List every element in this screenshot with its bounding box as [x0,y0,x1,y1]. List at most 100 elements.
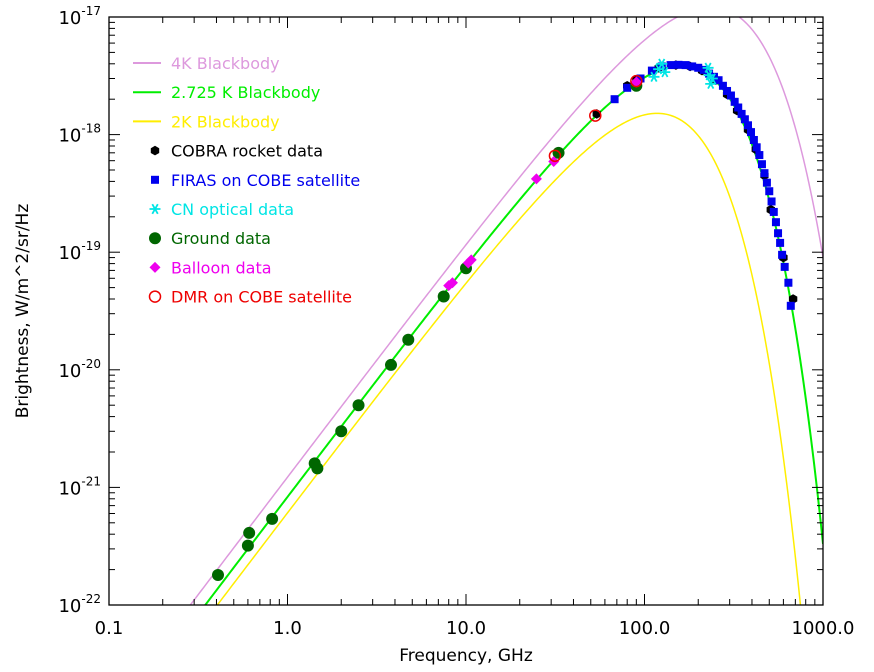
data-point [243,526,256,539]
y-tick-label: 10-21 [58,474,101,499]
data-point [780,262,789,271]
data-point [656,58,668,70]
data-point [657,62,666,71]
legend-label: 2.725 K Blackbody [171,83,320,102]
data-point [465,254,477,266]
data-point [706,73,718,84]
data-point [437,290,450,303]
data-point [740,115,749,124]
data-point [757,160,766,169]
data-point [548,149,562,163]
curve-4k-blackbody [189,17,823,605]
data-point [774,229,783,238]
data-point [266,512,279,525]
data-point [610,95,619,104]
curve-2k-blackbody [216,112,802,605]
x-tick-label: 1.0 [273,618,302,639]
data-point [352,399,365,412]
data-point [699,65,708,74]
data-point [730,97,739,106]
y-axis-title: Brightness, W/m^2/sr/Hz [13,204,33,419]
data-point [752,143,761,152]
x-tick-label: 100.0 [619,618,671,639]
legend-item: 4K Blackbody [133,54,280,73]
series-3 [212,79,643,581]
series-5 [548,74,643,163]
data-point [630,74,643,88]
data-point [674,60,683,69]
legend: 4K Blackbody 2.725 K Blackbody 2K Blackbod… [133,54,360,307]
data-point [384,358,397,371]
legend-label: CN optical data [171,200,294,219]
y-tick-label: 10-20 [58,357,101,382]
data-point [749,135,758,144]
data-point [726,91,735,100]
data-point [681,61,690,70]
data-point [714,76,723,85]
legend-marker [148,290,162,303]
data-point [623,83,632,92]
legend-marker [150,145,160,156]
data-point [737,109,746,118]
data-point [718,81,727,90]
data-point [630,76,642,88]
data-point [734,103,743,112]
x-tick-label: 0.1 [95,618,124,639]
data-point [743,121,752,130]
series-1 [610,60,795,310]
legend-label: FIRAS on COBE satellite [171,171,360,190]
data-point [241,539,254,552]
data-point [788,294,798,304]
series-2 [648,58,718,90]
x-tick-label: 10.0 [446,618,486,639]
data-point [760,169,769,178]
legend-label: 2K Blackbody [171,112,280,131]
legend-label: 4K Blackbody [171,54,280,73]
data-point [784,278,793,287]
legend-label: Balloon data [171,258,272,277]
data-point [659,66,671,78]
data-markers [212,58,798,581]
legend-marker [151,175,159,184]
data-point [762,178,771,187]
series-4 [443,76,642,292]
data-point [589,109,602,122]
data-point [311,462,324,475]
data-point [786,301,795,310]
legend-marker [149,232,161,245]
legend-item: Ground data [149,229,271,248]
legend-label: DMR on COBE satellite [171,288,352,307]
plot-frame [108,16,824,606]
data-point [212,568,225,581]
x-tick-label: 1000.0 [792,618,855,639]
data-point [647,66,656,75]
blackbody-curves [189,17,823,605]
data-point [666,61,675,70]
legend-label: COBRA rocket data [171,142,323,161]
legend-item: CN optical data [149,200,294,219]
data-point [723,86,732,95]
data-point [765,187,774,196]
legend-item: Balloon data [149,258,272,277]
y-tick-label: 10-19 [58,239,101,264]
y-tick-label: 10-17 [58,4,101,29]
legend-label: Ground data [171,229,271,248]
data-point [688,62,697,71]
data-point [776,238,785,247]
legend-marker [149,261,161,273]
legend-item: 2K Blackbody [133,112,280,131]
data-point [755,151,764,160]
data-point [769,207,778,216]
data-point [446,277,458,289]
data-point [530,173,542,185]
x-axis-title: Frequency, GHz [399,646,533,666]
data-point [771,218,780,227]
y-tick-label: 10-22 [58,592,101,617]
data-point [778,250,787,259]
data-point [402,333,415,346]
legend-item: DMR on COBE satellite [148,288,352,307]
y-axis: 10-22 10-21 10-20 10-19 10-18 10-17 [58,4,823,617]
legend-item: 2.725 K Blackbody [133,83,320,102]
data-point [746,128,755,137]
